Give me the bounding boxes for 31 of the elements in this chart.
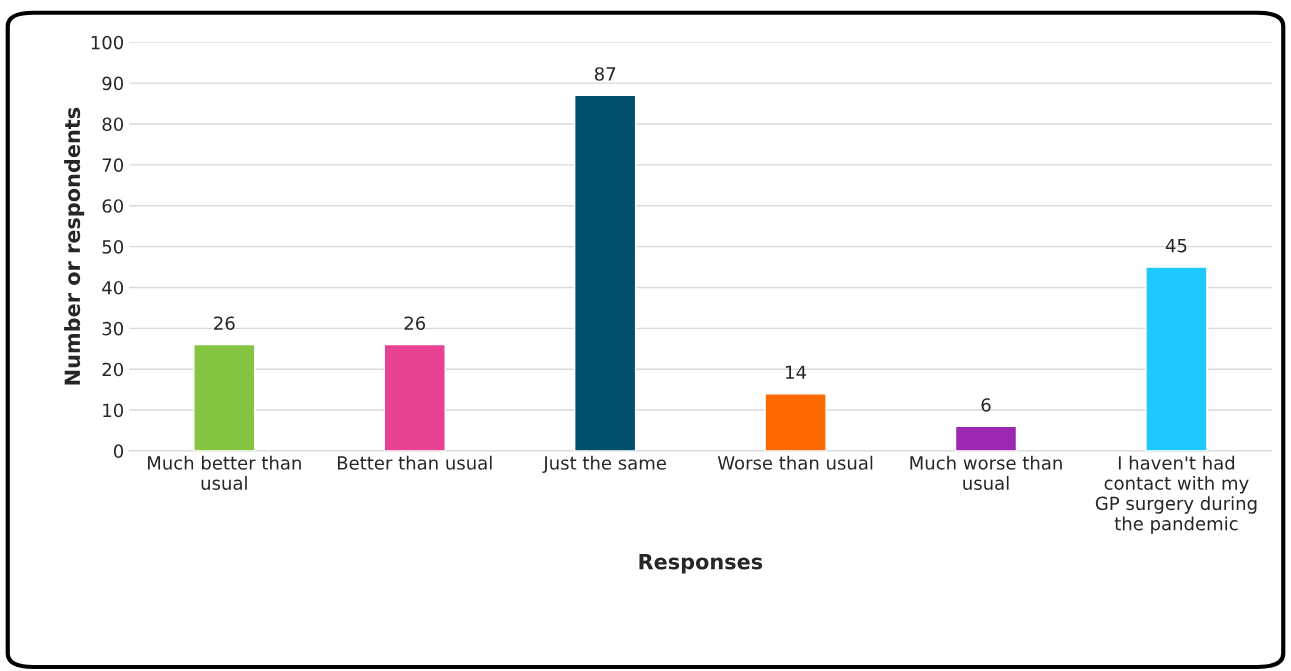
y-tick-label: 80 [102, 117, 124, 132]
x-tick-label: Much worse than usual [910, 455, 1062, 490]
x-tick-label: Much better than usual [148, 455, 301, 490]
bar [193, 343, 256, 451]
data-label: 45 [1165, 238, 1187, 253]
bar [573, 94, 637, 451]
y-tick-label: 20 [102, 362, 124, 377]
bar [954, 425, 1018, 451]
x-tick-label: Better than usual [337, 455, 492, 470]
x-tick-label: Worse than usual [717, 455, 873, 470]
data-label: 87 [594, 67, 616, 81]
y-tick-label: 90 [102, 76, 124, 91]
x-tick-label: I haven't had contact with my GP surgery during the pandemic [1095, 455, 1257, 534]
bar [1145, 266, 1208, 451]
data-label: 14 [786, 365, 807, 379]
x-tick-label: Just the same [542, 455, 666, 474]
y-tick-label: 70 [102, 158, 124, 172]
data-label: 6 [981, 398, 991, 412]
bar [383, 343, 446, 451]
y-tick-label: 10 [103, 403, 124, 418]
data-label: 26 [214, 316, 235, 331]
y-tick-label: 50 [102, 240, 124, 254]
x-axis-title: Responses [639, 553, 763, 574]
y-tick-label: 40 [102, 280, 124, 295]
y-tick-label: 30 [102, 321, 124, 336]
bar [764, 393, 827, 451]
y-axis-title: Number or respondents [64, 107, 85, 385]
data-label: 26 [404, 316, 426, 331]
y-tick-label: 100 [91, 35, 124, 50]
y-tick-label: 0 [113, 444, 124, 459]
y-tick-label: 60 [102, 199, 124, 213]
